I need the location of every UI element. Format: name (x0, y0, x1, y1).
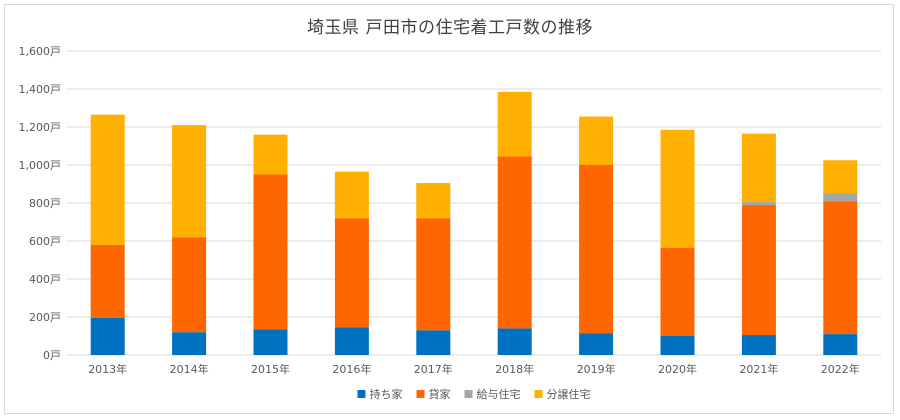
bars (90, 91, 858, 355)
y-tick-label: 0戸 (43, 349, 61, 362)
bar-segment (741, 133, 776, 203)
y-tick-label: 1,600戸 (19, 45, 62, 58)
bar-segment (334, 327, 369, 355)
bar-segment (90, 317, 125, 355)
bar-segment (823, 160, 858, 194)
x-tick-label: 2016年 (332, 362, 371, 376)
legend-swatch (416, 390, 425, 398)
bar-segment (579, 165, 614, 334)
legend-swatch (357, 390, 366, 398)
x-tick-label: 2015年 (251, 362, 290, 376)
legend: 持ち家 貸家 給与住宅 分譲住宅 (357, 387, 591, 401)
chart-frame: 埼玉県 戸田市の住宅着工戸数の推移 0戸 200戸 400戸 600戸 800戸 1,00… (4, 4, 894, 414)
x-tick-label: 2020年 (658, 362, 697, 376)
y-tick-label: 800戸 (29, 197, 61, 210)
bar-segment (660, 336, 695, 355)
y-tick-label: 1,000戸 (19, 159, 62, 172)
bar-segment (253, 174, 288, 330)
bar-segment (416, 218, 451, 331)
bar-segment (334, 171, 369, 219)
bar-segment (172, 125, 207, 238)
bar-segment (416, 330, 451, 355)
bar-segment (172, 237, 207, 333)
bar-segment (497, 328, 532, 355)
legend-swatch (464, 390, 473, 398)
bar-segment (253, 134, 288, 175)
legend-label: 持ち家 (370, 387, 403, 401)
bar-segment (741, 204, 776, 336)
legend-item: 持ち家 (357, 387, 403, 401)
x-tick-label: 2018年 (495, 362, 534, 376)
bar-segment (334, 218, 369, 328)
bar-segment (416, 183, 451, 219)
bar-segment (90, 244, 125, 318)
x-axis-ticks: 2013年 2014年 2015年 2016年 2017年 2018年 2019年 2020年… (88, 362, 860, 376)
x-tick-label: 2013年 (88, 362, 127, 376)
bar-segment (253, 329, 288, 355)
x-tick-label: 2022年 (821, 362, 860, 376)
bar-segment (497, 91, 532, 157)
legend-label: 分譲住宅 (547, 387, 591, 401)
y-tick-label: 600戸 (29, 235, 61, 248)
bar-segment (741, 335, 776, 355)
bar-segment (660, 247, 695, 336)
y-tick-label: 400戸 (29, 273, 61, 286)
chart-title: 埼玉県 戸田市の住宅着工戸数の推移 (307, 18, 593, 38)
bar-segment (823, 193, 858, 202)
x-tick-label: 2019年 (577, 362, 616, 376)
bar-segment (579, 116, 614, 165)
bar-segment (172, 332, 207, 355)
x-tick-label: 2014年 (170, 362, 209, 376)
y-axis-ticks: 0戸 200戸 400戸 600戸 800戸 1,000戸 1,200戸 1,400戸 1,60… (19, 45, 62, 362)
bar-segment (741, 202, 776, 205)
x-tick-label: 2017年 (414, 362, 453, 376)
y-tick-label: 200戸 (29, 311, 61, 324)
legend-label: 貸家 (429, 387, 451, 401)
x-tick-label: 2021年 (739, 362, 778, 376)
legend-item: 給与住宅 (464, 387, 521, 401)
bar-segment (497, 156, 532, 329)
legend-swatch (534, 390, 543, 398)
y-tick-label: 1,200戸 (19, 121, 62, 134)
bar-segment (823, 201, 858, 335)
bar-segment (823, 334, 858, 355)
legend-label: 給与住宅 (477, 387, 521, 401)
stacked-bar-chart: 0戸 200戸 400戸 600戸 800戸 1,000戸 1,200戸 1,400戸 1,60… (19, 45, 881, 401)
y-tick-label: 1,400戸 (19, 83, 62, 96)
bar-segment (90, 114, 125, 245)
bar-segment (660, 129, 695, 248)
legend-item: 分譲住宅 (534, 387, 591, 401)
legend-item: 貸家 (416, 387, 451, 401)
bar-segment (579, 333, 614, 355)
